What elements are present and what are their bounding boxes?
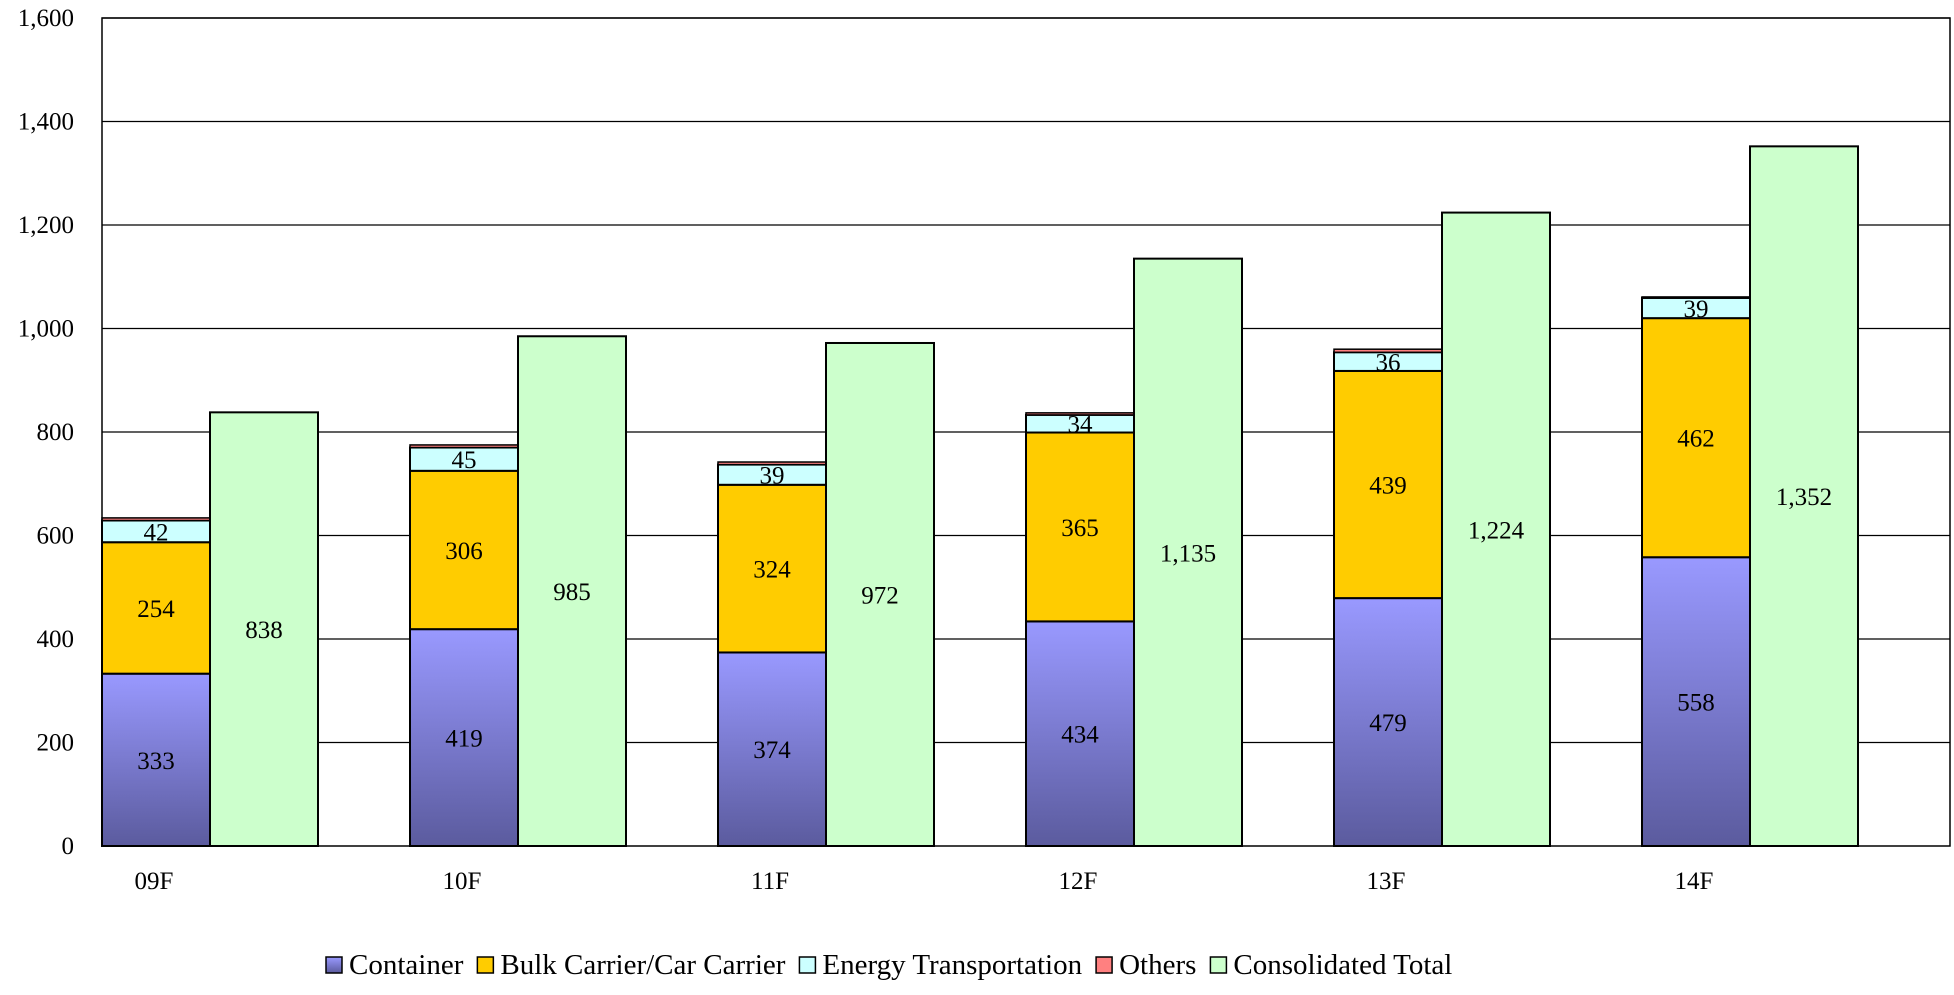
consolidated-total-bar <box>1441 211 1551 847</box>
consolidated-total-bar <box>1133 257 1243 847</box>
legend-label: Bulk Carrier/Car Carrier <box>500 949 785 981</box>
consolidated-total-label: 972 <box>861 582 899 609</box>
legend-label: Energy Transportation <box>822 949 1082 981</box>
x-tick-label: 09F <box>135 868 174 895</box>
energy-transportation-label: 42 <box>144 519 169 546</box>
legend-label: Consolidated Total <box>1233 949 1452 981</box>
energy-transportation-label: 39 <box>1684 296 1709 323</box>
consolidated-total-label: 1,224 <box>1468 517 1525 544</box>
legend-label: Others <box>1119 949 1196 981</box>
container-label: 419 <box>445 726 483 753</box>
bars <box>101 145 1859 848</box>
legend-item-bulk-carrier: Bulk Carrier/Car Carrier <box>476 949 786 981</box>
y-axis-ticks: 0 200 400 600 800 1,000 1,200 1,400 1,600 <box>18 5 74 860</box>
energy-transportation-label: 45 <box>452 447 477 474</box>
container-label: 558 <box>1677 690 1715 717</box>
bulk-carrier-bar <box>101 541 211 675</box>
legend-swatch <box>1209 956 1228 974</box>
x-tick-label: 13F <box>1367 868 1406 895</box>
x-tick-label: 14F <box>1675 868 1714 895</box>
legend-item-others: Others <box>1095 949 1196 981</box>
container-bar <box>409 628 519 847</box>
legend-swatch <box>325 956 343 974</box>
plot-frame <box>101 17 1951 847</box>
y-tick-label: 600 <box>37 523 75 550</box>
consolidated-total-bar <box>1749 145 1859 847</box>
consolidated-total-label: 1,352 <box>1776 484 1832 511</box>
data-labels: 333 254 42 838 419 306 45 985 374 324 39 972 434 365 3… <box>137 296 1832 775</box>
plot-area-border <box>101 17 1951 847</box>
y-tick-label: 1,400 <box>18 109 74 136</box>
y-tick-label: 200 <box>37 730 75 757</box>
legend-swatch <box>1095 956 1113 974</box>
bulk-carrier-bar <box>1333 369 1443 600</box>
container-bar <box>1641 556 1751 847</box>
container-label: 333 <box>137 748 175 775</box>
x-tick-label: 10F <box>443 868 482 895</box>
legend-label: Container <box>349 949 464 981</box>
y-tick-label: 1,200 <box>18 212 74 239</box>
y-tick-label: 1,600 <box>18 5 74 32</box>
bulk-carrier-label: 439 <box>1369 473 1407 500</box>
bulk-carrier-label: 324 <box>753 557 791 584</box>
container-label: 479 <box>1369 710 1407 737</box>
legend: Container Bulk Carrier/Car Carrier Energy … <box>325 949 1452 981</box>
legend-item-energy-transportation: Energy Transportation <box>798 949 1083 981</box>
energy-transportation-label: 34 <box>1068 412 1094 439</box>
consolidated-total-label: 1,135 <box>1160 540 1216 567</box>
container-bar <box>1333 597 1443 847</box>
consolidated-total-bar <box>825 341 935 847</box>
energy-transportation-label: 39 <box>760 463 785 490</box>
bulk-carrier-bar <box>1025 431 1135 623</box>
y-tick-label: 0 <box>62 833 75 860</box>
bulk-carrier-label: 462 <box>1677 426 1715 453</box>
consolidated-total-label: 838 <box>245 617 283 644</box>
bulk-carrier-label: 365 <box>1061 515 1099 542</box>
container-bar <box>1025 620 1135 848</box>
bulk-carrier-label: 254 <box>137 596 175 623</box>
x-tick-label: 12F <box>1059 868 1098 895</box>
energy-transportation-label: 36 <box>1376 350 1401 377</box>
legend-item-container: Container <box>325 949 464 981</box>
legend-item-consolidated-total: Consolidated Total <box>1209 949 1452 981</box>
y-tick-label: 400 <box>37 626 75 653</box>
legend-swatch <box>476 956 495 974</box>
consolidated-total-bar <box>517 335 627 847</box>
x-axis-ticks: 09F 10F 11F 12F 13F 14F <box>135 868 1714 895</box>
bulk-carrier-bar <box>717 483 827 654</box>
legend-swatch <box>798 956 817 974</box>
y-tick-label: 800 <box>37 419 75 446</box>
x-tick-label: 11F <box>751 868 789 895</box>
y-tick-label: 1,000 <box>18 316 74 343</box>
consolidated-total-label: 985 <box>553 579 591 606</box>
bulk-carrier-label: 306 <box>445 538 483 565</box>
container-label: 374 <box>753 737 791 764</box>
consolidated-total-bar <box>209 411 319 847</box>
container-label: 434 <box>1061 722 1099 749</box>
